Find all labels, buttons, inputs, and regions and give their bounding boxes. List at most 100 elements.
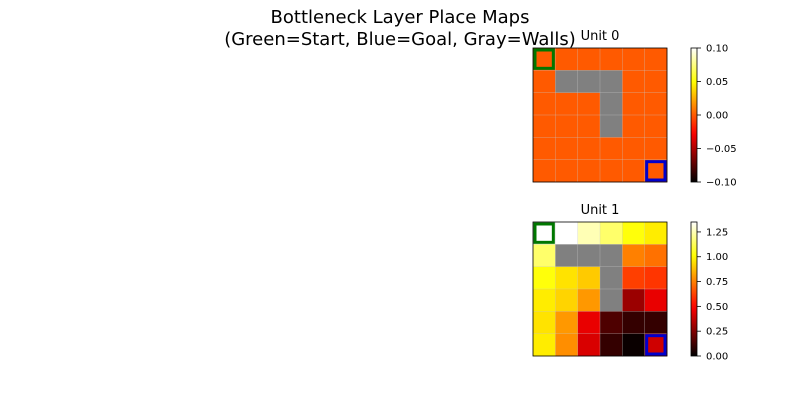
colorbar-tick-label: 0.75 <box>706 277 728 288</box>
panel-title-unit-0: Unit 0 <box>581 29 620 44</box>
heatmap-cell <box>533 222 556 245</box>
heatmap-cell <box>644 266 668 290</box>
heatmap-cell <box>577 92 601 116</box>
colorbar-tick-label: 0.00 <box>706 352 728 363</box>
heatmap-cell <box>644 311 668 334</box>
heatmap-cell <box>533 115 556 138</box>
heatmap-cell <box>555 115 578 138</box>
heatmap-cell <box>644 92 668 116</box>
colorbar-gradient <box>690 221 698 357</box>
heatmap-cell <box>555 48 578 71</box>
heatmap-cell <box>622 137 645 160</box>
heatmap-cell <box>533 92 556 116</box>
heatmap-cell <box>622 244 645 267</box>
heatmap-cell <box>622 48 645 71</box>
heatmap-cell <box>644 222 668 245</box>
wall-cell <box>600 289 623 312</box>
heatmap-cell <box>577 333 601 357</box>
wall-cell <box>600 70 623 93</box>
heatmap-cell <box>533 244 556 267</box>
goal-marker <box>645 160 667 182</box>
heatmap-cell <box>533 159 556 183</box>
heatmap-cell <box>533 70 556 93</box>
heatmap-cell <box>600 222 623 245</box>
wall-cell <box>577 244 601 267</box>
figure-title-line-1: Bottleneck Layer Place Maps <box>271 7 530 28</box>
heatmap-cell <box>533 333 556 357</box>
heatmap-markers <box>533 222 667 356</box>
heatmap-cell <box>533 311 556 334</box>
heatmap-cell <box>555 92 578 116</box>
panel-title-unit-1: Unit 1 <box>581 203 620 218</box>
heatmap-cell <box>555 137 578 160</box>
colorbar-tick-label: −0.05 <box>706 144 737 155</box>
wall-cell <box>600 266 623 290</box>
heatmap-cell <box>577 48 601 71</box>
heatmap-cell <box>577 115 601 138</box>
heatmap-cell <box>622 70 645 93</box>
heatmap-cell <box>622 159 645 183</box>
heatmap-cell <box>600 333 623 357</box>
heatmap-cell <box>622 333 645 357</box>
heatmap-frame <box>532 221 668 357</box>
heatmap-cell <box>555 333 578 357</box>
colorbar-tick-label: 0.10 <box>706 44 728 55</box>
heatmap-cell <box>622 311 645 334</box>
colorbar-tick-label: 0.05 <box>706 77 728 88</box>
colorbar-tick-label: 1.00 <box>706 252 728 263</box>
heatmap-panel-unit-1: Unit 1 1.25 1.00 0.75 0.50 0.25 0.00 <box>532 203 728 363</box>
heatmap-cell <box>644 159 668 183</box>
heatmap-cells <box>533 48 668 183</box>
heatmap-markers <box>533 48 667 182</box>
heatmap-cell <box>622 222 645 245</box>
heatmap-cell <box>644 48 668 71</box>
heatmap-cell <box>577 159 601 183</box>
heatmap-cell <box>622 92 645 116</box>
colorbar: 1.25 1.00 0.75 0.50 0.25 0.00 <box>690 221 728 363</box>
heatmap-panel-unit-0: Unit 0 0.10 0.05 0.00 −0.05 −0.10 <box>532 29 737 189</box>
wall-cell <box>600 244 623 267</box>
heatmap-cell <box>533 48 556 71</box>
heatmap-cell <box>555 289 578 312</box>
heatmap-cell <box>644 333 668 357</box>
heatmap-cell <box>644 244 668 267</box>
start-marker <box>533 48 555 70</box>
colorbar-tick-label: 0.00 <box>706 111 728 122</box>
colorbar-tick-label: −0.10 <box>706 178 737 189</box>
heatmap-cell <box>577 266 601 290</box>
heatmap-cell <box>555 311 578 334</box>
colorbar-tick-label: 0.50 <box>706 302 728 313</box>
heatmap-cells <box>533 222 668 357</box>
colorbar: 0.10 0.05 0.00 −0.05 −0.10 <box>690 44 737 189</box>
heatmap-cell <box>533 289 556 312</box>
heatmap-cell <box>622 289 645 312</box>
heatmap-cell <box>600 311 623 334</box>
heatmap-frame <box>532 47 668 183</box>
heatmap-cell <box>644 115 668 138</box>
heatmap-cell <box>555 159 578 183</box>
heatmap-cell <box>622 115 645 138</box>
heatmap-cell <box>555 222 578 245</box>
colorbar-tick-label: 1.25 <box>706 227 728 238</box>
wall-cell <box>577 70 601 93</box>
wall-cell <box>555 70 578 93</box>
colorbar-gradient <box>690 47 698 183</box>
heatmap-cell <box>533 266 556 290</box>
heatmap-cell <box>644 137 668 160</box>
colorbar-tick-label: 0.25 <box>706 327 728 338</box>
heatmap-cell <box>622 266 645 290</box>
heatmap-cell <box>577 137 601 160</box>
figure-title-line-2: (Green=Start, Blue=Goal, Gray=Walls) <box>224 29 576 50</box>
heatmap-cell <box>600 159 623 183</box>
heatmap-cell <box>577 222 601 245</box>
wall-cell <box>600 115 623 138</box>
heatmap-cell <box>533 137 556 160</box>
heatmap-cell <box>577 311 601 334</box>
heatmap-cell <box>600 137 623 160</box>
start-marker <box>533 222 555 244</box>
goal-marker <box>645 334 667 356</box>
heatmap-cell <box>577 289 601 312</box>
heatmap-cell <box>644 70 668 93</box>
heatmap-cell <box>644 289 668 312</box>
